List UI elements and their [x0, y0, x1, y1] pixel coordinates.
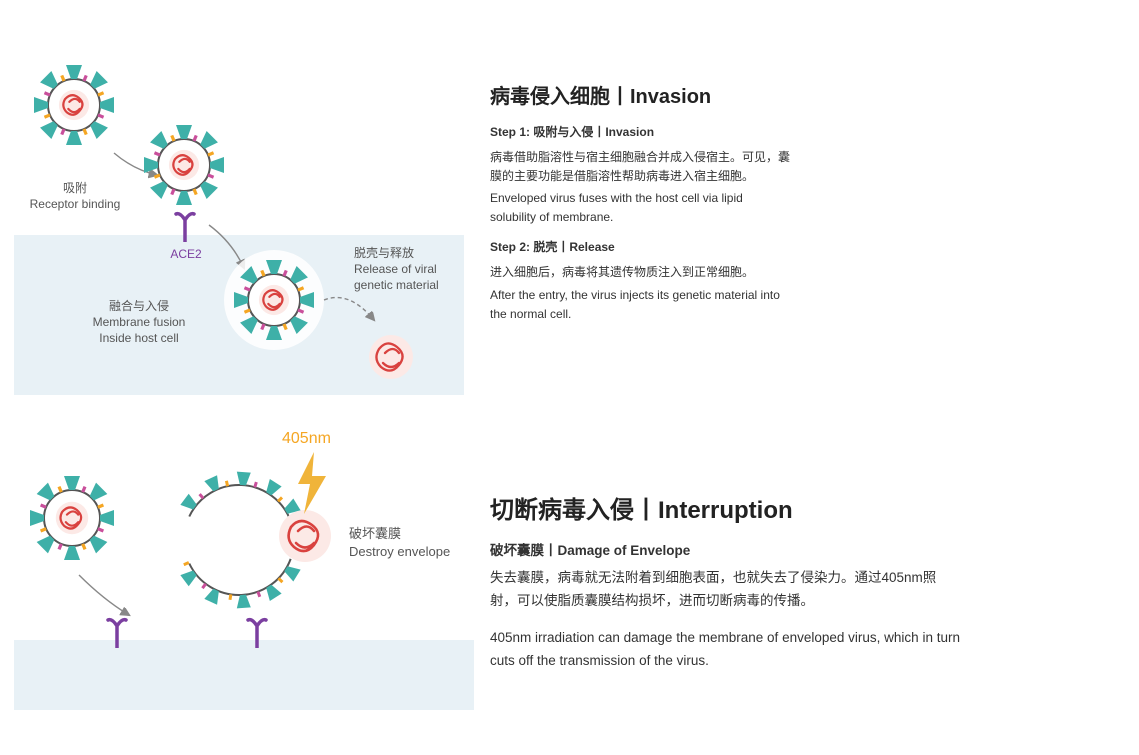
ace2-label: ACE2: [164, 246, 208, 262]
label-release: 脱壳与释放 Release of viral genetic material: [354, 245, 474, 294]
virus-intact: [24, 470, 120, 566]
invasion-diagram: ACE2 吸附 Receptor binding 融合与入侵 Membrane …: [14, 60, 464, 420]
label-fusion-cn: 融合与入侵: [109, 299, 169, 313]
step2-cn: 进入细胞后，病毒将其遗传物质注入到正常细胞。: [490, 263, 790, 282]
interruption-heading: 切断病毒入侵丨Interruption: [490, 490, 990, 525]
section-invasion: ACE2 吸附 Receptor binding 融合与入侵 Membrane …: [0, 0, 1139, 420]
label-fusion-en2: Inside host cell: [99, 331, 178, 345]
label-destroy-en: Destroy envelope: [349, 544, 450, 559]
lightning-bolt-icon: [292, 452, 332, 514]
section-interruption: 405nm 破坏囊膜 Destroy envelope 切断病毒入侵丨Inter…: [0, 430, 1139, 740]
label-binding-en: Receptor binding: [30, 197, 121, 211]
label-release-cn: 脱壳与释放: [354, 246, 414, 260]
invasion-text: 病毒侵入细胞丨Invasion Step 1: 吸附与入侵丨Invasion 病…: [490, 80, 810, 335]
interruption-diagram: 405nm 破坏囊膜 Destroy envelope: [14, 430, 484, 730]
label-destroy: 破坏囊膜 Destroy envelope: [349, 525, 469, 560]
label-binding: 吸附 Receptor binding: [20, 180, 130, 212]
genetic-material-icon: [364, 330, 419, 385]
step2-en: After the entry, the virus injects its g…: [490, 286, 790, 323]
label-release-en2: genetic material: [354, 278, 439, 292]
step2-title: Step 2: 脱壳丨Release: [490, 238, 810, 255]
label-fusion: 融合与入侵 Membrane fusion Inside host cell: [79, 298, 199, 347]
ace2-receptor-icon: [172, 202, 198, 242]
interruption-en: 405nm irradiation can damage the membran…: [490, 627, 960, 673]
ace2-receptor-2-icon: [104, 608, 130, 648]
virus-free: [29, 60, 119, 150]
invasion-heading: 病毒侵入细胞丨Invasion: [490, 80, 810, 109]
label-fusion-en1: Membrane fusion: [93, 315, 186, 329]
label-release-en1: Release of viral: [354, 262, 437, 276]
virus-binding: [139, 120, 229, 210]
interruption-sub: 破坏囊膜丨Damage of Envelope: [490, 539, 990, 559]
virus-inside: [229, 255, 319, 345]
wavelength-label: 405nm: [282, 430, 331, 448]
step1-en: Enveloped virus fuses with the host cell…: [490, 189, 790, 226]
interruption-cn: 失去囊膜，病毒就无法附着到细胞表面，也就失去了侵染力。通过405nm照射，可以使…: [490, 567, 960, 613]
label-binding-cn: 吸附: [63, 181, 87, 195]
interruption-text: 切断病毒入侵丨Interruption 破坏囊膜丨Damage of Envel…: [490, 490, 990, 687]
step1-title: Step 1: 吸附与入侵丨Invasion: [490, 123, 810, 140]
step1-cn: 病毒借助脂溶性与宿主细胞融合并成入侵宿主。可见，囊膜的主要功能是借脂溶性帮助病毒…: [490, 148, 790, 185]
host-cell-bg-2: [14, 640, 474, 710]
exposed-core-icon: [274, 505, 336, 567]
label-destroy-cn: 破坏囊膜: [349, 526, 401, 541]
